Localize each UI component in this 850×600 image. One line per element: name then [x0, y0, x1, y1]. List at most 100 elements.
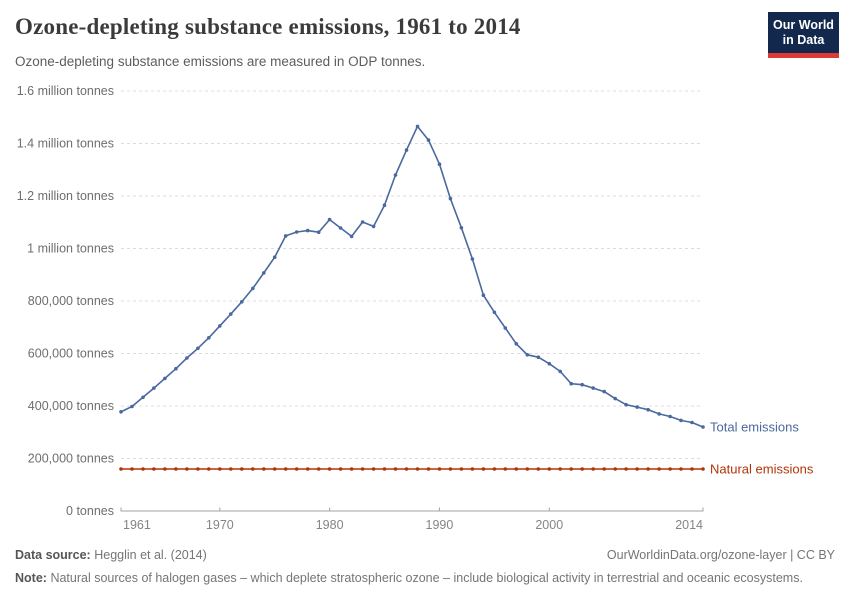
data-point-natural-emissions[interactable]	[152, 467, 156, 471]
data-point-total-emissions[interactable]	[569, 381, 573, 386]
data-point-total-emissions[interactable]	[141, 395, 145, 400]
data-point-total-emissions[interactable]	[448, 196, 453, 201]
data-point-total-emissions[interactable]	[668, 414, 672, 419]
data-point-total-emissions[interactable]	[360, 220, 365, 224]
legend-label-total-emissions[interactable]: Total emissions	[710, 420, 799, 435]
data-point-total-emissions[interactable]	[602, 389, 606, 394]
data-point-natural-emissions[interactable]	[196, 467, 200, 471]
data-point-total-emissions[interactable]	[305, 228, 310, 233]
data-point-total-emissions[interactable]	[316, 230, 321, 234]
data-point-natural-emissions[interactable]	[360, 467, 365, 471]
data-point-natural-emissions[interactable]	[470, 467, 475, 471]
data-point-total-emissions[interactable]	[229, 312, 233, 316]
data-point-total-emissions[interactable]	[130, 404, 134, 409]
data-point-total-emissions[interactable]	[525, 353, 530, 357]
data-point-total-emissions[interactable]	[613, 396, 617, 401]
data-point-natural-emissions[interactable]	[690, 467, 694, 471]
data-point-total-emissions[interactable]	[514, 342, 519, 346]
data-point-natural-emissions[interactable]	[382, 467, 387, 471]
data-point-total-emissions[interactable]	[459, 226, 464, 230]
data-point-total-emissions[interactable]	[437, 162, 442, 166]
data-point-natural-emissions[interactable]	[635, 467, 639, 471]
data-point-total-emissions[interactable]	[426, 138, 431, 142]
data-point-total-emissions[interactable]	[207, 336, 211, 340]
data-point-natural-emissions[interactable]	[536, 467, 541, 471]
data-point-total-emissions[interactable]	[481, 293, 486, 298]
data-point-natural-emissions[interactable]	[591, 467, 595, 471]
data-point-natural-emissions[interactable]	[283, 467, 288, 471]
data-point-natural-emissions[interactable]	[185, 467, 189, 471]
data-point-natural-emissions[interactable]	[218, 467, 222, 471]
data-point-total-emissions[interactable]	[558, 369, 562, 374]
data-point-total-emissions[interactable]	[404, 148, 409, 152]
owid-logo[interactable]: Our World in Data	[768, 12, 839, 58]
data-point-natural-emissions[interactable]	[426, 467, 431, 471]
data-point-total-emissions[interactable]	[196, 346, 200, 351]
data-point-total-emissions[interactable]	[163, 376, 167, 381]
data-point-total-emissions[interactable]	[251, 286, 255, 291]
data-point-natural-emissions[interactable]	[229, 467, 233, 471]
data-point-total-emissions[interactable]	[624, 402, 628, 407]
data-point-natural-emissions[interactable]	[602, 467, 606, 471]
data-point-total-emissions[interactable]	[393, 173, 398, 177]
data-point-natural-emissions[interactable]	[657, 467, 661, 471]
data-point-total-emissions[interactable]	[185, 356, 189, 360]
data-point-natural-emissions[interactable]	[174, 467, 178, 471]
data-point-natural-emissions[interactable]	[415, 467, 420, 471]
data-point-natural-emissions[interactable]	[163, 467, 167, 471]
data-point-natural-emissions[interactable]	[448, 467, 453, 471]
data-point-natural-emissions[interactable]	[294, 467, 299, 471]
data-point-total-emissions[interactable]	[119, 410, 123, 414]
data-point-natural-emissions[interactable]	[305, 467, 310, 471]
data-point-total-emissions[interactable]	[635, 405, 639, 409]
data-point-natural-emissions[interactable]	[547, 467, 552, 471]
data-point-natural-emissions[interactable]	[251, 467, 255, 471]
data-point-natural-emissions[interactable]	[580, 467, 584, 471]
data-point-natural-emissions[interactable]	[646, 467, 650, 471]
data-point-natural-emissions[interactable]	[701, 467, 705, 471]
data-point-total-emissions[interactable]	[679, 418, 683, 423]
data-point-total-emissions[interactable]	[657, 412, 661, 416]
data-point-natural-emissions[interactable]	[481, 467, 486, 471]
data-point-total-emissions[interactable]	[327, 217, 332, 222]
data-point-natural-emissions[interactable]	[262, 467, 266, 471]
data-point-natural-emissions[interactable]	[613, 467, 617, 471]
data-point-natural-emissions[interactable]	[492, 467, 497, 471]
data-point-natural-emissions[interactable]	[679, 467, 683, 471]
data-point-total-emissions[interactable]	[294, 230, 299, 234]
data-point-natural-emissions[interactable]	[437, 467, 442, 471]
data-point-total-emissions[interactable]	[492, 310, 497, 315]
data-point-natural-emissions[interactable]	[525, 467, 530, 471]
legend-label-natural-emissions[interactable]: Natural emissions	[710, 462, 814, 477]
data-point-total-emissions[interactable]	[218, 324, 222, 328]
data-point-natural-emissions[interactable]	[459, 467, 464, 471]
data-point-total-emissions[interactable]	[382, 203, 387, 207]
data-point-natural-emissions[interactable]	[240, 467, 244, 471]
data-point-total-emissions[interactable]	[470, 257, 475, 261]
data-point-total-emissions[interactable]	[646, 407, 650, 412]
data-point-total-emissions[interactable]	[272, 255, 277, 259]
data-point-total-emissions[interactable]	[174, 366, 178, 371]
data-point-total-emissions[interactable]	[580, 382, 584, 387]
data-point-total-emissions[interactable]	[349, 234, 354, 239]
data-point-total-emissions[interactable]	[690, 420, 694, 425]
data-point-total-emissions[interactable]	[536, 355, 541, 360]
data-point-total-emissions[interactable]	[338, 226, 343, 230]
data-point-natural-emissions[interactable]	[558, 467, 562, 471]
data-point-total-emissions[interactable]	[503, 326, 508, 330]
data-point-natural-emissions[interactable]	[349, 467, 354, 471]
data-point-natural-emissions[interactable]	[624, 467, 628, 471]
data-point-total-emissions[interactable]	[371, 224, 376, 229]
data-point-natural-emissions[interactable]	[207, 467, 211, 471]
owid-link[interactable]: OurWorldinData.org/ozone-layer | CC BY	[606, 548, 835, 562]
data-point-natural-emissions[interactable]	[327, 467, 332, 471]
data-point-total-emissions[interactable]	[591, 386, 595, 390]
data-point-total-emissions[interactable]	[415, 124, 420, 129]
data-point-natural-emissions[interactable]	[130, 467, 134, 471]
data-point-total-emissions[interactable]	[152, 386, 156, 390]
data-point-natural-emissions[interactable]	[371, 467, 376, 471]
data-point-natural-emissions[interactable]	[119, 467, 123, 471]
data-point-total-emissions[interactable]	[283, 234, 288, 238]
data-point-natural-emissions[interactable]	[569, 467, 573, 471]
data-point-total-emissions[interactable]	[262, 271, 266, 275]
